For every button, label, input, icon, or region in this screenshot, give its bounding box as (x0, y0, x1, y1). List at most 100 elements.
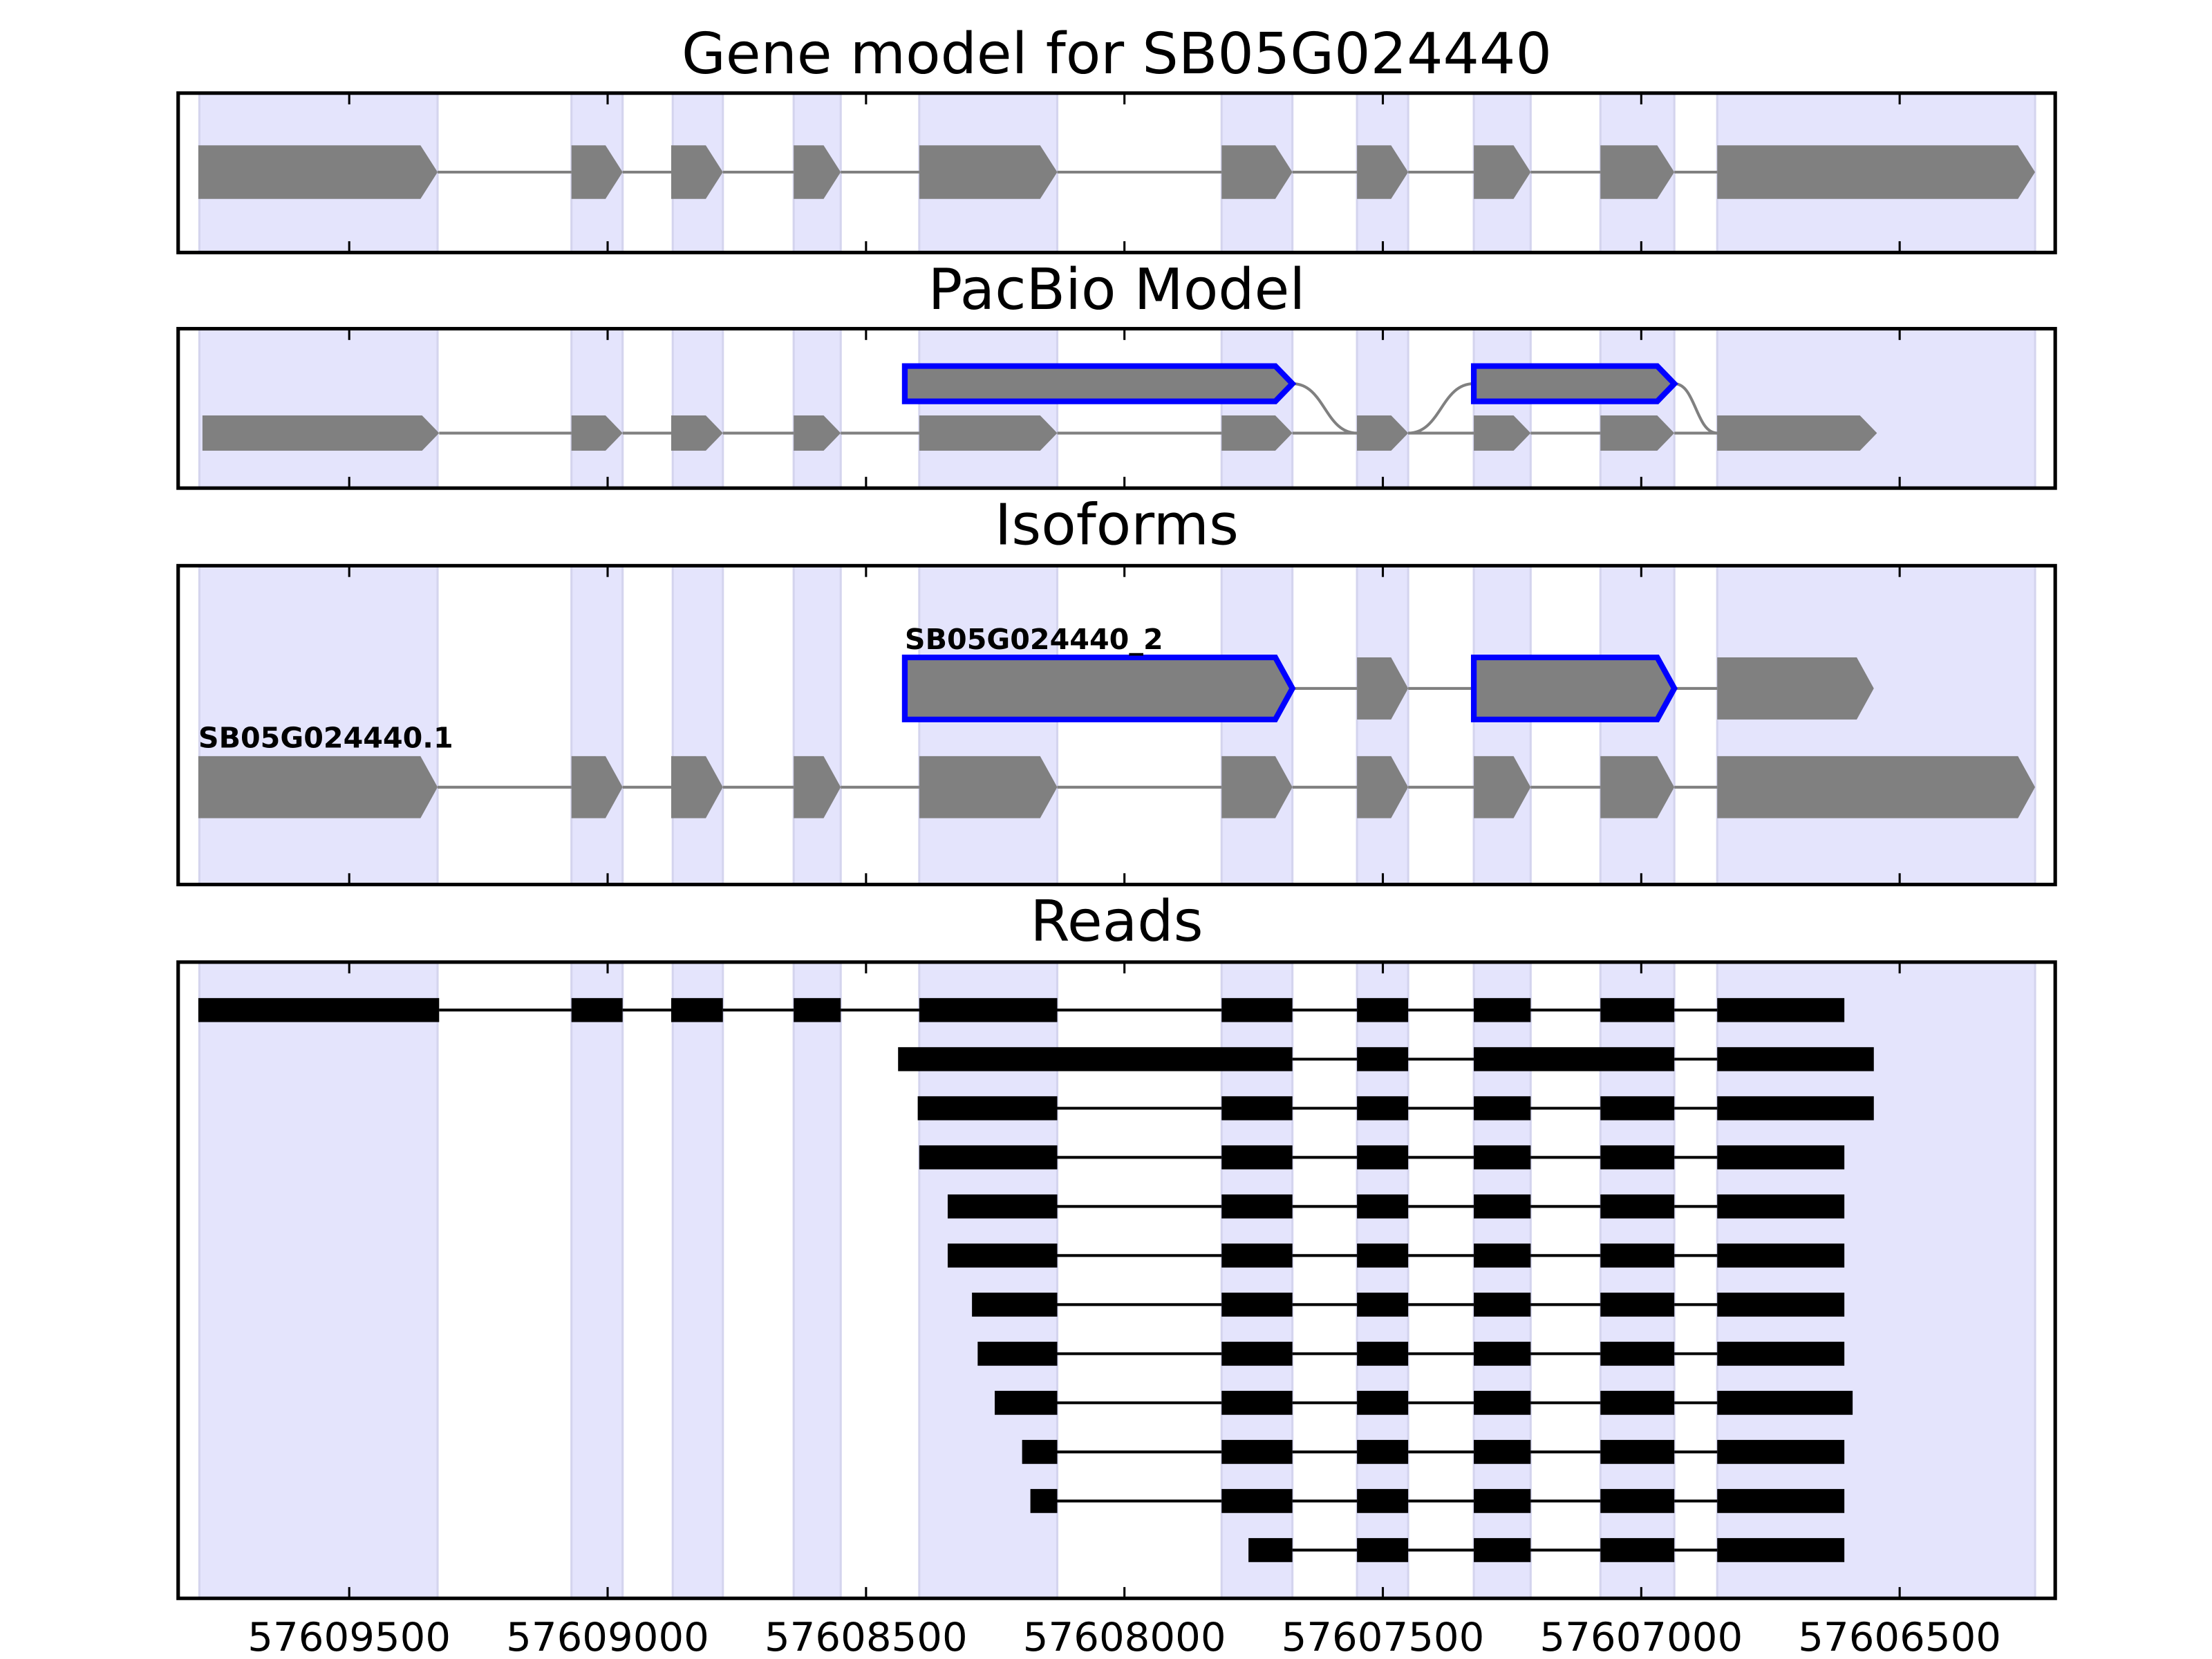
read-block (1717, 1489, 1845, 1513)
read-block (1717, 1538, 1845, 1562)
read-block (671, 997, 723, 1022)
read-block (198, 997, 440, 1022)
read-block (1474, 1342, 1531, 1366)
track (202, 415, 1877, 451)
exon (1474, 145, 1531, 199)
exon (1470, 654, 1678, 722)
exon (794, 756, 841, 818)
exon (1474, 756, 1531, 818)
exon-region (671, 961, 724, 1600)
read-block (1221, 1096, 1293, 1121)
exon-region (198, 564, 439, 886)
track (198, 997, 1845, 1022)
exon (794, 415, 841, 451)
exon (919, 415, 1058, 451)
read-block (1357, 1391, 1409, 1415)
panel-title: PacBio Model (928, 257, 1306, 323)
read-block (1600, 997, 1675, 1022)
track (977, 1342, 1845, 1366)
read-block (1717, 1440, 1845, 1464)
read-block (947, 1243, 1058, 1268)
read-block (1600, 1194, 1675, 1219)
exon-region (1356, 327, 1409, 489)
exon (1357, 145, 1409, 199)
exon-region (918, 327, 1059, 489)
read-block (1600, 1391, 1675, 1415)
x-tick-label: 57608000 (1023, 1614, 1226, 1659)
read-block (1221, 1489, 1293, 1513)
track (901, 654, 1874, 722)
read-block (1474, 1489, 1531, 1513)
read-block (1600, 1243, 1675, 1268)
exon-region (570, 564, 624, 886)
track (198, 145, 2036, 199)
read-block (1357, 1489, 1409, 1513)
read-block (1600, 1096, 1675, 1121)
exon (571, 756, 623, 818)
read-block (1717, 1194, 1845, 1219)
exon (1717, 145, 2036, 199)
exon-region (792, 564, 842, 886)
isoform-label: SB05G024440_2 (905, 623, 1163, 656)
exon-region (1716, 327, 2036, 489)
exon-region (1716, 564, 2036, 886)
track (972, 1293, 1845, 1317)
read-block (1030, 1489, 1058, 1513)
exon-region (198, 327, 439, 489)
track (1248, 1538, 1845, 1562)
exon (1221, 145, 1293, 199)
exon (919, 145, 1058, 199)
exon (571, 415, 623, 451)
read-block (1600, 1538, 1675, 1562)
read-block (1221, 1440, 1293, 1464)
exon (671, 145, 723, 199)
read-block (919, 997, 1058, 1022)
exon (671, 756, 723, 818)
read-block (1474, 1391, 1531, 1415)
read-block (1474, 1145, 1531, 1170)
exon-region (671, 327, 724, 489)
read-block (947, 1194, 1058, 1219)
read-block (1221, 1293, 1293, 1317)
read-block (1221, 1342, 1293, 1366)
read-block (1717, 1293, 1845, 1317)
exon-region (918, 564, 1059, 886)
isoform-label: SB05G024440.1 (198, 722, 453, 755)
exon (671, 415, 723, 451)
read-block (1717, 1342, 1845, 1366)
exon-region (792, 327, 842, 489)
track (1022, 1440, 1845, 1464)
panel-frame (176, 563, 2057, 887)
read-block (1717, 1145, 1845, 1170)
exon-region (570, 327, 624, 489)
read-block (1717, 1391, 1853, 1415)
exon (1600, 145, 1675, 199)
read-block (1474, 1047, 1675, 1071)
panel-frame (176, 91, 2057, 254)
exon (1474, 415, 1531, 451)
read-block (1357, 1243, 1409, 1268)
track (1030, 1489, 1845, 1513)
exon-region (1220, 327, 1294, 489)
read-block (1717, 997, 1845, 1022)
read-block (1474, 1096, 1531, 1121)
x-tick-label: 57607500 (1282, 1614, 1485, 1659)
exon-region (1472, 327, 1532, 489)
read-block (1357, 1194, 1409, 1219)
read-block (919, 1145, 1058, 1170)
exon-region (671, 564, 724, 886)
panel-frame (176, 960, 2057, 1600)
read-block (995, 1391, 1058, 1415)
read-block (1474, 1243, 1531, 1268)
exon (202, 415, 440, 451)
exon (1357, 657, 1409, 720)
read-block (1357, 1096, 1409, 1121)
x-tick-label: 57606500 (1798, 1614, 2001, 1659)
read-block (1357, 1342, 1409, 1366)
exon (919, 756, 1058, 818)
read-block (1600, 1440, 1675, 1464)
read-block (1357, 1538, 1409, 1562)
read-block (1357, 1047, 1409, 1071)
